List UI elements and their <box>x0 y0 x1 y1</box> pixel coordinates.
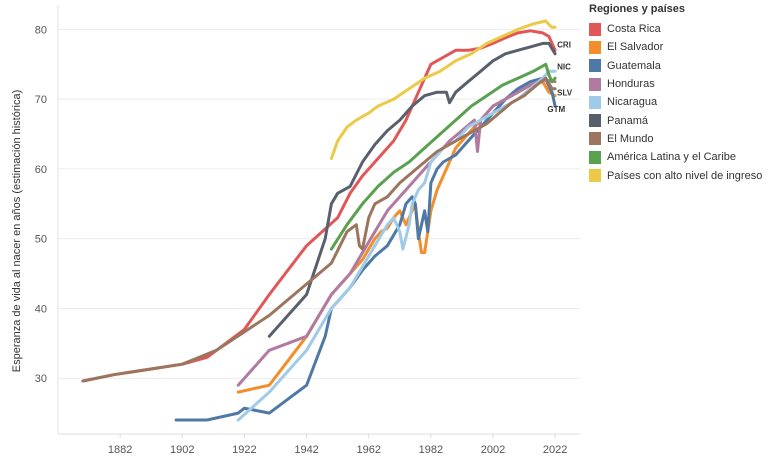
legend-swatch <box>589 40 601 54</box>
line-chart: 30 40 50 60 70 80 1882 1902 1922 1942 1962 1982 200… <box>11 5 580 456</box>
x-tick-label: 1922 <box>232 444 256 456</box>
x-tick-label: 1882 <box>108 444 132 456</box>
y-tick-label: 30 <box>35 373 47 385</box>
series-line-el-mundo <box>81 76 557 383</box>
end-label-slv: SLV <box>557 89 573 98</box>
legend-item[interactable]: Nicaragua <box>589 93 778 111</box>
legend-label: Guatemala <box>607 59 661 72</box>
series-line-guatemala <box>174 76 557 422</box>
legend-label: Nicaragua <box>607 96 658 109</box>
legend-swatch <box>589 169 601 183</box>
gridlines <box>57 5 580 435</box>
x-tick-label: 1962 <box>356 444 380 456</box>
end-label-gtm: GTM <box>547 105 565 114</box>
x-tick-label: 1982 <box>419 444 443 456</box>
series-line-panama <box>267 41 557 338</box>
y-tick-label: 40 <box>35 303 47 315</box>
legend-label: El Salvador <box>607 41 664 54</box>
series-line-paises-con-alto-nivel-de-ingreso <box>329 19 557 160</box>
legend-label: Panamá <box>607 114 648 127</box>
y-axis: 30 40 50 60 70 80 <box>35 24 47 385</box>
legend-swatch <box>589 114 601 128</box>
end-label-cri: CRI <box>557 40 571 49</box>
legend-swatch <box>589 150 601 164</box>
x-tick-label: 2002 <box>481 444 505 456</box>
legend-item[interactable]: Costa Rica <box>589 20 778 38</box>
end-labels: CRI SLV GTM NIC <box>547 40 572 114</box>
y-axis-label: Esperanza de vida al nacer en años (esti… <box>11 90 23 372</box>
y-tick-label: 80 <box>35 24 47 36</box>
x-axis: 1882 1902 1922 1942 1962 1982 2002 2022 <box>108 434 567 456</box>
legend-items: Costa Rica El Salvador Guatemala Honduras Ni… <box>589 20 778 185</box>
legend-label: Costa Rica <box>607 23 661 36</box>
legend-item[interactable]: El Salvador <box>589 38 778 56</box>
series-line-america-latina-y-el-caribe <box>329 62 557 251</box>
legend-label: Honduras <box>607 78 655 91</box>
legend-label: Países con alto nivel de ingreso <box>607 169 763 182</box>
end-label-nic: NIC <box>557 62 571 71</box>
legend-item[interactable]: América Latina y el Caribe <box>589 148 778 166</box>
legend-swatch <box>589 22 601 36</box>
legend-item[interactable]: El Mundo <box>589 130 778 148</box>
legend-swatch <box>589 132 601 146</box>
y-tick-label: 60 <box>35 164 47 176</box>
legend-swatch <box>589 77 601 91</box>
legend-label: El Mundo <box>607 132 654 145</box>
y-tick-label: 70 <box>35 94 47 106</box>
legend-title: Regiones y países <box>589 3 685 15</box>
legend-swatch <box>589 95 601 109</box>
legend-swatch <box>589 59 601 73</box>
x-tick-label: 2022 <box>543 444 567 456</box>
legend-item[interactable]: Honduras <box>589 75 778 93</box>
y-tick-label: 50 <box>35 234 47 246</box>
x-tick-label: 1902 <box>170 444 194 456</box>
legend-label: América Latina y el Caribe <box>607 151 737 164</box>
legend-item[interactable]: Panamá <box>589 111 778 129</box>
legend-item[interactable]: Guatemala <box>589 57 778 75</box>
legend: Regiones y países Costa Rica El Salvador G… <box>589 3 778 185</box>
series-lines <box>81 19 557 422</box>
x-tick-label: 1942 <box>294 444 318 456</box>
legend-item[interactable]: Países con alto nivel de ingreso <box>589 166 778 184</box>
